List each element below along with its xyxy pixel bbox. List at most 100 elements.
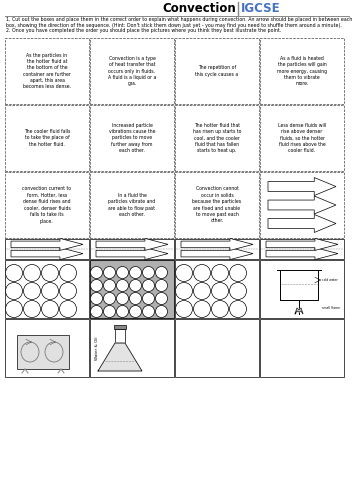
Bar bbox=[90, 38, 174, 104]
Circle shape bbox=[23, 264, 40, 281]
Text: The hotter fluid that
has risen up starts to
cool, and the cooler
fluid that has: The hotter fluid that has risen up start… bbox=[193, 122, 241, 154]
Circle shape bbox=[229, 282, 246, 300]
Bar bbox=[5, 260, 89, 318]
Text: small flame: small flame bbox=[322, 306, 340, 310]
Polygon shape bbox=[96, 238, 168, 250]
Text: Increased particle
vibrations cause the
particles to move
further away from
each: Increased particle vibrations cause the … bbox=[109, 122, 155, 154]
Circle shape bbox=[176, 300, 193, 318]
Polygon shape bbox=[266, 248, 338, 260]
Text: Water & Oil: Water & Oil bbox=[95, 336, 99, 360]
Circle shape bbox=[194, 282, 211, 300]
Circle shape bbox=[6, 300, 23, 318]
Bar bbox=[260, 105, 344, 171]
Bar bbox=[5, 172, 89, 238]
Circle shape bbox=[23, 282, 40, 300]
Bar bbox=[90, 260, 174, 318]
Polygon shape bbox=[295, 308, 303, 314]
Circle shape bbox=[91, 280, 103, 291]
Circle shape bbox=[176, 282, 193, 300]
Bar bbox=[260, 239, 344, 259]
Text: cold water: cold water bbox=[322, 278, 338, 282]
Circle shape bbox=[211, 264, 228, 281]
Circle shape bbox=[194, 300, 211, 318]
Circle shape bbox=[130, 266, 142, 278]
Circle shape bbox=[91, 292, 103, 304]
Polygon shape bbox=[268, 178, 336, 196]
Circle shape bbox=[176, 264, 193, 281]
Text: convection current to
form. Hotter, less
dense fluid rises and
cooler, denser fl: convection current to form. Hotter, less… bbox=[22, 186, 72, 224]
Circle shape bbox=[229, 300, 246, 318]
Bar bbox=[90, 105, 174, 171]
Text: Less dense fluids will
rise above denser
fluids, so the hotter
fluid rises above: Less dense fluids will rise above denser… bbox=[278, 122, 326, 154]
Bar bbox=[114, 325, 126, 329]
Circle shape bbox=[103, 280, 115, 291]
Polygon shape bbox=[266, 238, 338, 250]
Text: The cooler fluid falls
to take the place of
the hotter fluid.: The cooler fluid falls to take the place… bbox=[24, 129, 70, 147]
Circle shape bbox=[229, 264, 246, 281]
Text: Convection: Convection bbox=[162, 2, 236, 16]
Circle shape bbox=[103, 292, 115, 304]
Text: 2. Once you have completed the order you should place the pictures where you thi: 2. Once you have completed the order you… bbox=[6, 28, 281, 33]
Polygon shape bbox=[96, 248, 168, 260]
Bar bbox=[260, 172, 344, 238]
Circle shape bbox=[103, 266, 115, 278]
Polygon shape bbox=[268, 214, 336, 232]
Bar bbox=[115, 329, 125, 343]
Circle shape bbox=[194, 264, 211, 281]
Circle shape bbox=[116, 280, 129, 291]
Circle shape bbox=[155, 306, 167, 318]
Bar bbox=[5, 239, 89, 259]
Polygon shape bbox=[11, 238, 83, 250]
Bar bbox=[175, 260, 259, 318]
Circle shape bbox=[143, 280, 154, 291]
Circle shape bbox=[41, 282, 58, 300]
Bar bbox=[5, 38, 89, 104]
Circle shape bbox=[143, 266, 154, 278]
Text: As a fluid is heated
the particles will gain
more energy, causing
them to vibrat: As a fluid is heated the particles will … bbox=[277, 56, 327, 86]
Text: IGCSE: IGCSE bbox=[241, 2, 281, 16]
Bar bbox=[5, 319, 89, 377]
Bar bbox=[90, 319, 174, 377]
Circle shape bbox=[155, 280, 167, 291]
Circle shape bbox=[23, 300, 40, 318]
Bar bbox=[175, 172, 259, 238]
Bar bbox=[90, 172, 174, 238]
Circle shape bbox=[130, 292, 142, 304]
Bar bbox=[175, 239, 259, 259]
Circle shape bbox=[116, 292, 129, 304]
Circle shape bbox=[143, 292, 154, 304]
Text: Convection is a type
of heat transfer that
occurs only in fluids.
A fluid is a l: Convection is a type of heat transfer th… bbox=[108, 56, 156, 86]
Circle shape bbox=[6, 264, 23, 281]
Bar bbox=[175, 38, 259, 104]
Bar bbox=[17, 335, 69, 369]
Polygon shape bbox=[181, 238, 253, 250]
Bar bbox=[260, 260, 344, 318]
Circle shape bbox=[130, 306, 142, 318]
Circle shape bbox=[91, 306, 103, 318]
Bar bbox=[260, 319, 344, 377]
Circle shape bbox=[155, 292, 167, 304]
Bar bbox=[260, 38, 344, 104]
Circle shape bbox=[103, 306, 115, 318]
Circle shape bbox=[59, 282, 76, 300]
Text: 1. Cut out the boxes and place them in the correct order to explain what happens: 1. Cut out the boxes and place them in t… bbox=[6, 17, 352, 28]
Circle shape bbox=[116, 266, 129, 278]
Circle shape bbox=[41, 300, 58, 318]
Circle shape bbox=[211, 282, 228, 300]
Circle shape bbox=[91, 266, 103, 278]
Polygon shape bbox=[11, 248, 83, 260]
Circle shape bbox=[41, 264, 58, 281]
Circle shape bbox=[59, 300, 76, 318]
Circle shape bbox=[6, 282, 23, 300]
Polygon shape bbox=[98, 343, 142, 371]
Circle shape bbox=[59, 264, 76, 281]
Bar bbox=[90, 239, 174, 259]
Bar bbox=[175, 105, 259, 171]
Bar bbox=[175, 319, 259, 377]
Text: The repetition of
this cycle causes a: The repetition of this cycle causes a bbox=[195, 66, 239, 76]
Text: As the particles in
the hotter fluid at
the bottom of the
container are further
: As the particles in the hotter fluid at … bbox=[23, 52, 71, 90]
Circle shape bbox=[155, 266, 167, 278]
Text: In a fluid the
particles vibrate and
are able to flow past
each other.: In a fluid the particles vibrate and are… bbox=[108, 193, 155, 217]
Circle shape bbox=[116, 306, 129, 318]
Polygon shape bbox=[268, 196, 336, 214]
